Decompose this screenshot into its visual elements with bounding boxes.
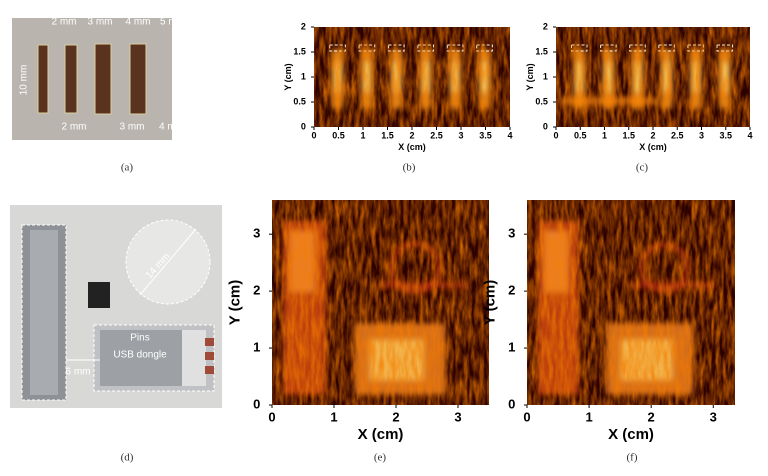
x-tick-label: 1 (602, 130, 607, 140)
x-tick-label: 3 (454, 409, 461, 424)
y-tick-label: 1 (508, 339, 515, 354)
heatmap (556, 27, 750, 127)
y-tick-label: 0.5 (293, 96, 306, 106)
x-tick-label: 2.5 (430, 130, 443, 140)
y-tick-label: 1.5 (535, 46, 548, 56)
x-tick-label: 0.5 (332, 130, 345, 140)
y-tick-label: 1 (301, 71, 306, 81)
photo-d (10, 205, 222, 408)
y-tick-label: 2 (543, 21, 548, 31)
y-tick-label: 2 (301, 21, 306, 31)
caption: (a) (121, 162, 134, 174)
x-tick-label: 1 (360, 130, 365, 140)
y-tick-label: 2 (508, 283, 515, 298)
x-tick-label: 2 (392, 409, 399, 424)
x-axis-label: X (cm) (398, 142, 426, 152)
annotation: 5 mm (160, 17, 185, 28)
y-tick-label: 0.5 (535, 96, 548, 106)
x-tick-label: 2 (648, 409, 655, 424)
texture (314, 27, 510, 127)
x-tick-label: 4 (507, 130, 512, 140)
annotation: Pins (130, 333, 149, 344)
texture (527, 200, 735, 405)
annotation: 4 mm (159, 122, 184, 133)
x-tick-label: 0 (268, 409, 275, 424)
x-tick-label: 2 (650, 130, 655, 140)
y-tick-label: 1 (543, 71, 548, 81)
x-tick-label: 2 (409, 130, 414, 140)
x-axis-label: X (cm) (608, 426, 654, 443)
x-tick-label: 1 (330, 409, 337, 424)
y-tick-label: 0 (253, 396, 260, 411)
texture (272, 200, 489, 405)
x-tick-label: 1.5 (622, 130, 635, 140)
x-tick-label: 3 (710, 409, 717, 424)
caption: (e) (374, 452, 387, 464)
y-tick-label: 0 (543, 121, 548, 131)
y-axis-label: Y (cm) (482, 280, 499, 326)
annotation: 6 mm (66, 367, 91, 378)
x-tick-label: 0 (311, 130, 316, 140)
heatmap (272, 200, 489, 405)
annotation: 3 mm (88, 17, 113, 28)
caption: (c) (636, 162, 649, 174)
heatmap (527, 200, 735, 405)
x-axis-label: X (cm) (639, 142, 667, 152)
x-tick-label: 0 (553, 130, 558, 140)
x-tick-label: 1 (585, 409, 592, 424)
caption: (f) (627, 452, 638, 464)
texture (556, 27, 750, 127)
x-tick-label: 4 (747, 130, 752, 140)
x-tick-label: 3 (699, 130, 704, 140)
annotation: USB dongle (113, 350, 167, 361)
y-tick-label: 0 (508, 396, 515, 411)
y-tick-label: 3 (508, 226, 515, 241)
x-tick-label: 3.5 (479, 130, 492, 140)
x-tick-label: 3.5 (719, 130, 732, 140)
x-tick-label: 1.5 (381, 130, 394, 140)
annotation: 2 mm (52, 17, 77, 28)
y-axis-label: Y (cm) (283, 63, 293, 90)
annotation: 2 mm (62, 122, 87, 133)
y-axis-label: Y (cm) (525, 63, 535, 90)
x-tick-label: 0 (523, 409, 530, 424)
annotation: 3 mm (120, 122, 145, 133)
annotation: 10 mm (19, 65, 30, 96)
heatmap (314, 27, 510, 127)
caption: (b) (403, 162, 416, 174)
y-tick-label: 2 (253, 283, 260, 298)
caption: (d) (121, 452, 134, 464)
y-tick-label: 1.5 (293, 46, 306, 56)
x-tick-label: 2.5 (671, 130, 684, 140)
x-tick-label: 3 (458, 130, 463, 140)
y-tick-label: 0 (301, 121, 306, 131)
photo-a (12, 18, 172, 140)
y-tick-label: 3 (253, 226, 260, 241)
y-tick-label: 1 (253, 339, 260, 354)
x-axis-label: X (cm) (358, 426, 404, 443)
x-tick-label: 0.5 (574, 130, 587, 140)
y-axis-label: Y (cm) (227, 280, 244, 326)
annotation: 4 mm (126, 17, 151, 28)
